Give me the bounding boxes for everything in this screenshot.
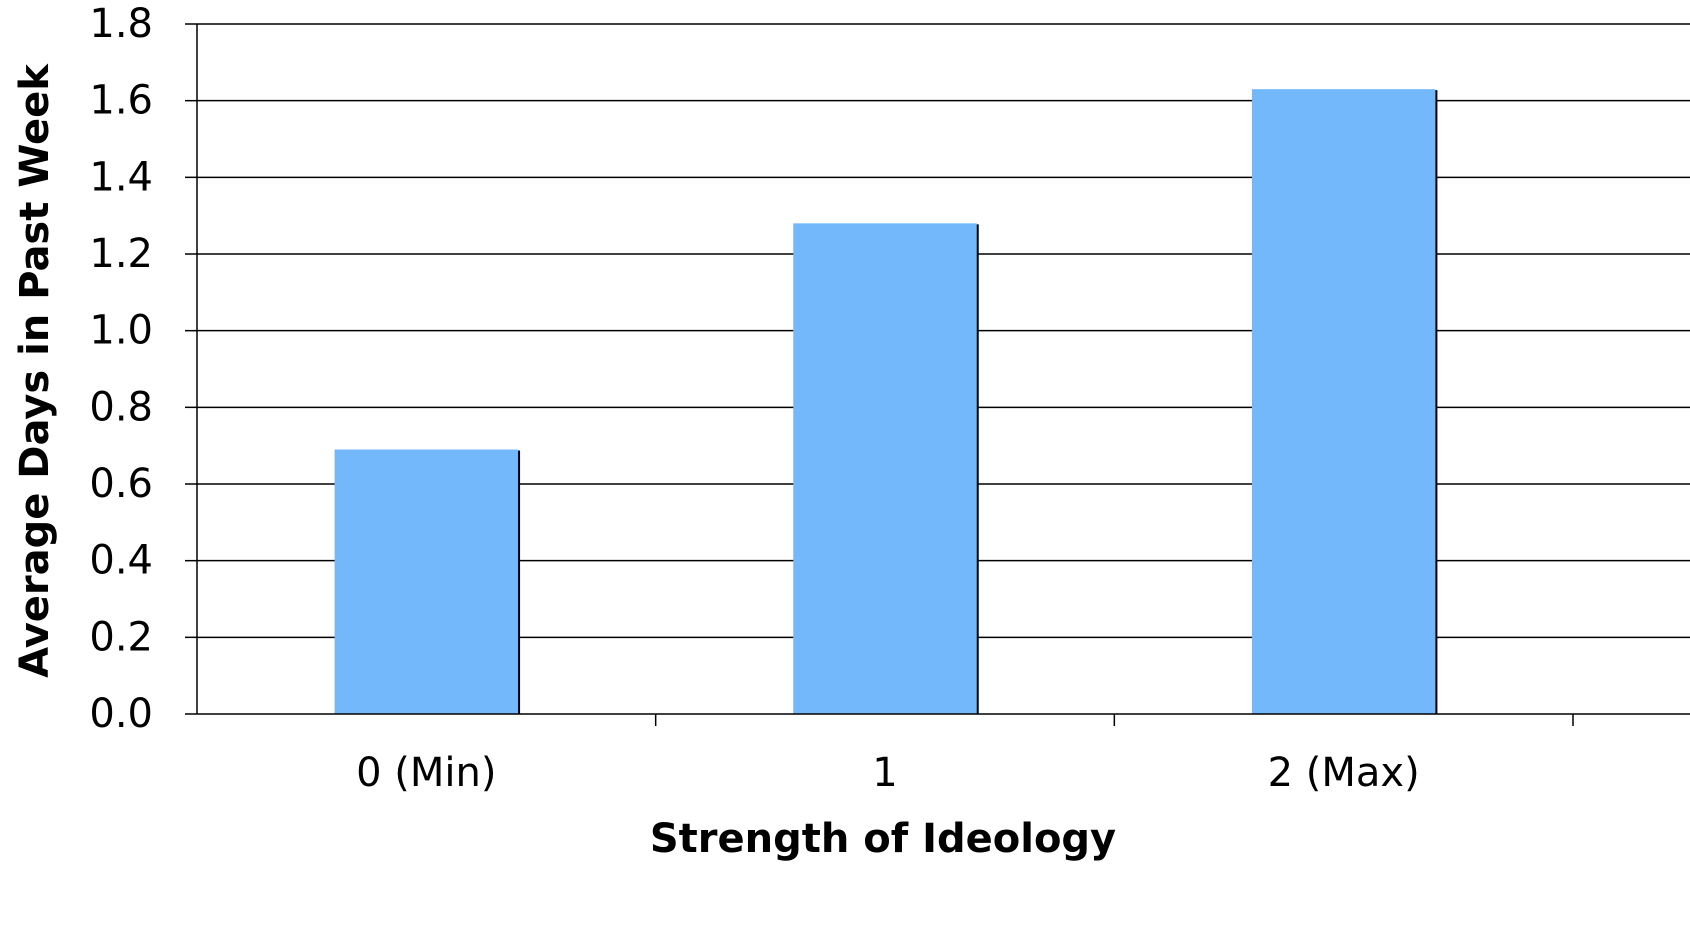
y-tick-label: 0.6 — [89, 461, 153, 507]
axes — [185, 23, 1690, 726]
y-tick-labels: 0.0 0.2 0.4 0.6 0.8 1.0 1.2 1.4 1.6 1.8 — [89, 1, 153, 737]
x-tick-label: 0 (Min) — [356, 750, 496, 796]
x-tick-labels: 0 (Min) 1 2 (Max) — [356, 750, 1420, 796]
bar — [334, 449, 519, 714]
y-tick-label: 0.0 — [89, 691, 153, 737]
bars — [334, 89, 1438, 715]
x-axis-title: Strength of Ideology — [650, 816, 1116, 862]
y-tick-label: 1.4 — [89, 154, 153, 200]
y-tick-label: 0.2 — [89, 614, 153, 660]
y-axis-title: Average Days in Past Week — [12, 63, 58, 678]
y-tick-label: 1.6 — [89, 78, 153, 124]
y-tick-label: 1.0 — [89, 308, 153, 354]
x-tick-label: 2 (Max) — [1268, 750, 1420, 796]
y-tick-label: 0.4 — [89, 538, 153, 584]
bar — [1251, 89, 1436, 714]
x-tick-label: 1 — [872, 750, 897, 796]
y-tick-label: 0.8 — [89, 384, 153, 430]
y-tick-label: 1.2 — [89, 231, 153, 277]
bar — [793, 223, 977, 715]
y-tick-label: 1.8 — [89, 1, 153, 47]
